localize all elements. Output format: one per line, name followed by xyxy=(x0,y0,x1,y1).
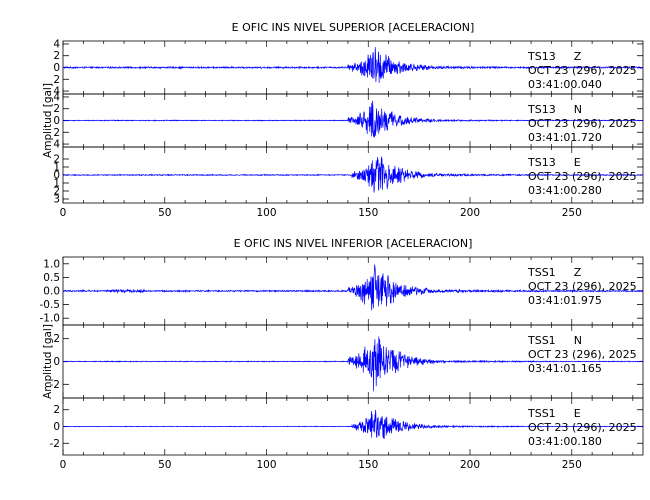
x-tick-label: 150 xyxy=(358,207,378,219)
y-tick-label: 2 xyxy=(53,127,60,139)
station-label: TSS1 N xyxy=(527,334,582,347)
station-label: TS13 N xyxy=(527,103,582,116)
y-tick-label: -1.0 xyxy=(40,313,61,325)
component-code: E xyxy=(574,407,581,420)
y-tick-label: 0 xyxy=(53,421,60,433)
station-label: TS13 Z xyxy=(527,50,582,63)
component-code: N xyxy=(574,334,582,347)
y-axis-label: Amplitud [gal] xyxy=(42,324,54,399)
y-tick-label: 1 xyxy=(53,178,60,190)
waveform-line xyxy=(62,336,644,392)
y-tick-label: -2 xyxy=(50,438,60,450)
trace-start-time: 03:41:01.720 xyxy=(528,131,602,144)
y-tick-label: 4 xyxy=(53,86,60,98)
component-code: N xyxy=(574,103,582,116)
x-tick-label: 250 xyxy=(562,459,582,471)
trace-start-time: 03:41:00.040 xyxy=(528,78,602,91)
x-tick-label: 50 xyxy=(158,207,171,219)
y-tick-label: 4 xyxy=(53,91,60,103)
waveform-line xyxy=(62,409,644,439)
y-tick-label: 0 xyxy=(53,62,60,74)
trace-start-time: 03:41:01.165 xyxy=(528,362,602,375)
x-tick-label: 200 xyxy=(460,459,480,471)
station-label: TSS1 E xyxy=(527,407,581,420)
trace-date: OCT 23 (296), 2025 xyxy=(528,348,637,361)
component-code: E xyxy=(574,156,581,169)
component-code: Z xyxy=(574,50,582,63)
x-tick-label: 0 xyxy=(60,207,67,219)
y-tick-label: -2 xyxy=(50,379,60,391)
x-tick-label: 100 xyxy=(256,459,276,471)
station-code: TSS1 xyxy=(527,266,556,279)
y-tick-label: 3 xyxy=(53,194,60,206)
y-tick-label: 0.5 xyxy=(43,272,60,284)
x-tick-label: 100 xyxy=(256,207,276,219)
y-tick-label: 0 xyxy=(53,356,60,368)
x-tick-label: 250 xyxy=(562,207,582,219)
component-code: Z xyxy=(574,266,582,279)
trace-date: OCT 23 (296), 2025 xyxy=(528,64,637,77)
trace-start-time: 03:41:00.180 xyxy=(528,435,602,448)
y-tick-label: 2 xyxy=(53,74,60,86)
y-tick-label: 2 xyxy=(53,186,60,198)
trace-start-time: 03:41:01.975 xyxy=(528,294,602,307)
y-tick-label: 2 xyxy=(53,404,60,416)
waveform-line xyxy=(62,156,644,193)
trace-date: OCT 23 (296), 2025 xyxy=(528,117,637,130)
trace-date: OCT 23 (296), 2025 xyxy=(528,280,637,293)
y-tick-label: 0.0 xyxy=(43,286,60,298)
chart-title: E OFIC INS NIVEL SUPERIOR [ACELERACION] xyxy=(232,21,475,34)
y-tick-label: 1 xyxy=(53,162,60,174)
station-code: TS13 xyxy=(527,103,556,116)
waveform-line xyxy=(62,100,644,138)
station-label: TSS1 Z xyxy=(527,266,582,279)
x-tick-label: 150 xyxy=(358,459,378,471)
x-tick-label: 200 xyxy=(460,207,480,219)
trace-date: OCT 23 (296), 2025 xyxy=(528,421,637,434)
chart-2: E OFIC INS NIVEL INFERIOR [ACELERACION] A… xyxy=(40,237,644,471)
y-tick-label: 0 xyxy=(53,115,60,127)
y-tick-label: 2 xyxy=(53,154,60,166)
y-tick-label: -0.5 xyxy=(40,299,61,311)
chart-title: E OFIC INS NIVEL INFERIOR [ACELERACION] xyxy=(234,237,473,250)
trace-start-time: 03:41:00.280 xyxy=(528,184,602,197)
waveform-line xyxy=(62,47,644,83)
station-code: TS13 xyxy=(527,156,556,169)
y-tick-label: 2 xyxy=(53,50,60,62)
y-axis-label: Amplitud [gal] xyxy=(42,83,54,158)
x-tick-label: 0 xyxy=(60,459,67,471)
y-tick-label: 4 xyxy=(53,38,60,50)
trace-date: OCT 23 (296), 2025 xyxy=(528,170,637,183)
y-tick-label: 2 xyxy=(53,333,60,345)
station-code: TSS1 xyxy=(527,407,556,420)
chart-1: E OFIC INS NIVEL SUPERIOR [ACELERACION] A… xyxy=(42,21,644,219)
station-label: TS13 E xyxy=(527,156,581,169)
waveform-line xyxy=(62,264,644,311)
station-code: TSS1 xyxy=(527,334,556,347)
y-tick-label: 4 xyxy=(53,139,60,151)
y-tick-label: 0 xyxy=(53,170,60,182)
y-tick-label: 2 xyxy=(53,103,60,115)
y-tick-label: 1.0 xyxy=(43,258,60,270)
x-tick-label: 50 xyxy=(158,459,171,471)
station-code: TS13 xyxy=(527,50,556,63)
